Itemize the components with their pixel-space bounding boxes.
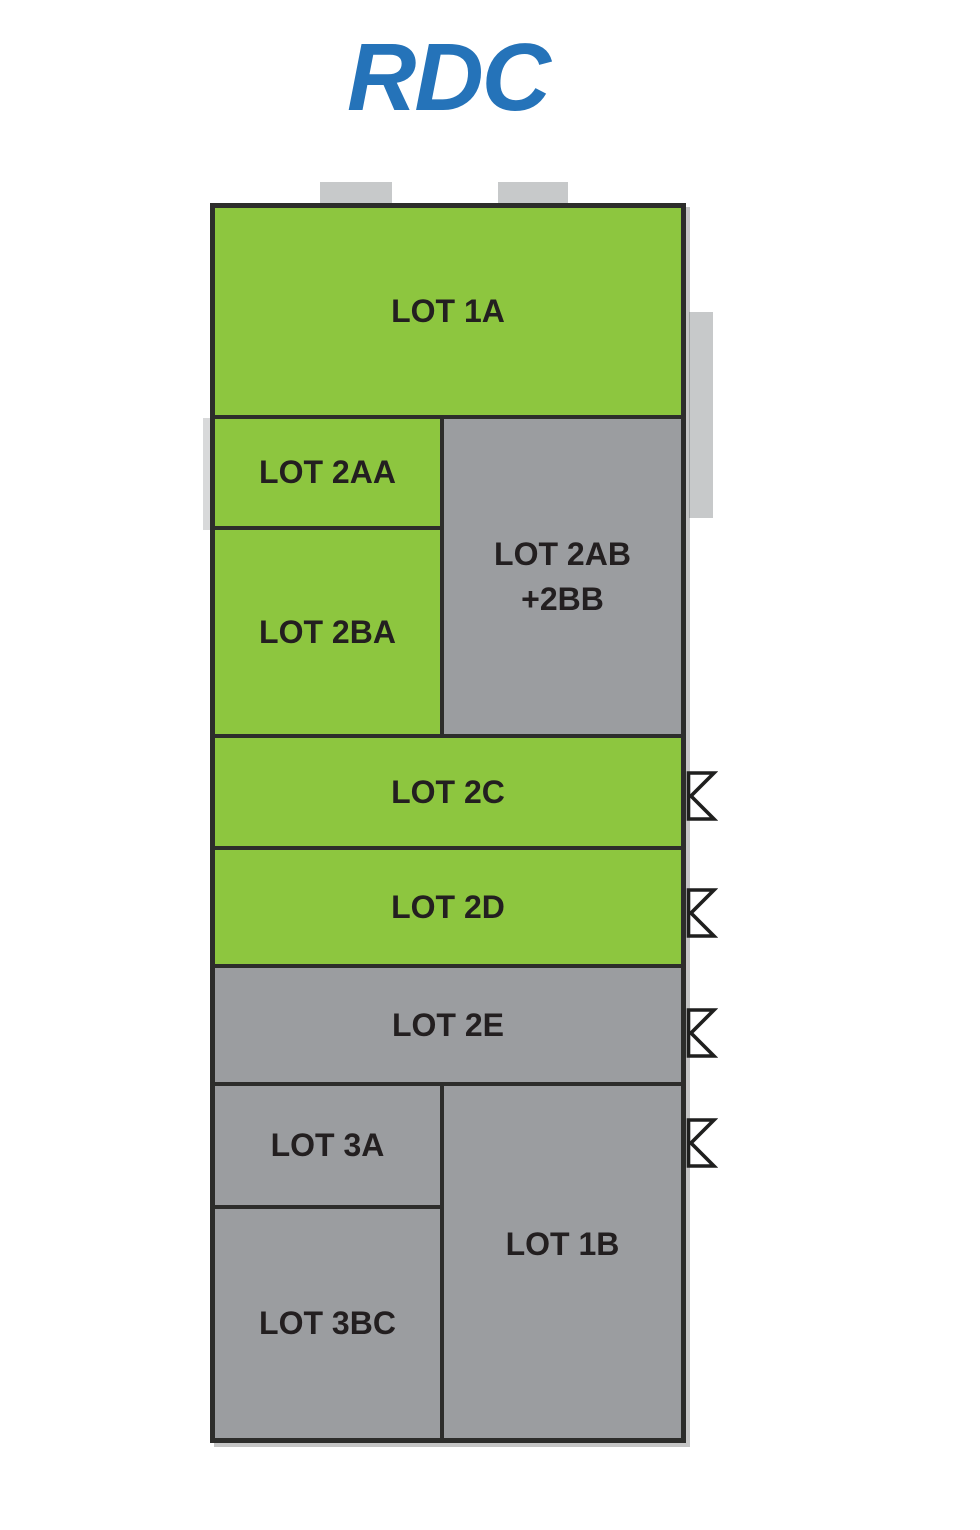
right-balcony-strip	[689, 312, 713, 518]
lot-2aa-label: LOT 2AA	[259, 454, 396, 490]
lot-1a-label: LOT 1A	[391, 293, 505, 329]
lot-2ab-2bb: LOT 2AB +2BB	[442, 417, 683, 736]
lot-2aa: LOT 2AA	[213, 417, 442, 528]
lot-2e: LOT 2E	[213, 966, 683, 1084]
lot-2d-label: LOT 2D	[391, 888, 505, 925]
lot-3a: LOT 3A	[213, 1084, 442, 1207]
lot-2d: LOT 2D	[213, 848, 683, 966]
door-swing-icon	[686, 888, 718, 938]
lot-3bc-label: LOT 3BC	[259, 1305, 396, 1341]
lot-1b: LOT 1B	[442, 1084, 683, 1440]
lot-2e-label: LOT 2E	[391, 1006, 504, 1043]
lot-2ab-2bb-label: LOT 2AB +2BB	[494, 532, 631, 622]
lot-2ba-label: LOT 2BA	[259, 613, 396, 650]
lot-2ab-2bb-label-line1: LOT 2AB	[494, 535, 631, 572]
lot-2c-label: LOT 2C	[391, 773, 505, 810]
lot-3a-label: LOT 3A	[270, 1127, 385, 1163]
lot-3bc: LOT 3BC	[213, 1207, 442, 1440]
door-swing-icon	[686, 771, 718, 821]
top-balcony-marker-right	[498, 182, 568, 203]
lot-1a: LOT 1A	[213, 206, 683, 417]
lot-1b-label: LOT 1B	[505, 1225, 620, 1262]
lot-2ba: LOT 2BA	[213, 528, 442, 736]
door-swing-icon	[686, 1008, 718, 1058]
building-outline: LOT 1A LOT 2AA LOT 2BA LOT 2AB +2BB LOT …	[210, 203, 686, 1443]
top-balcony-marker-left	[320, 182, 392, 203]
lot-2c: LOT 2C	[213, 736, 683, 848]
lot-2ab-2bb-label-line2: +2BB	[521, 580, 604, 617]
door-swing-icon	[686, 1118, 718, 1168]
left-balcony-strip	[203, 418, 210, 530]
floor-title: RDC	[347, 24, 551, 131]
